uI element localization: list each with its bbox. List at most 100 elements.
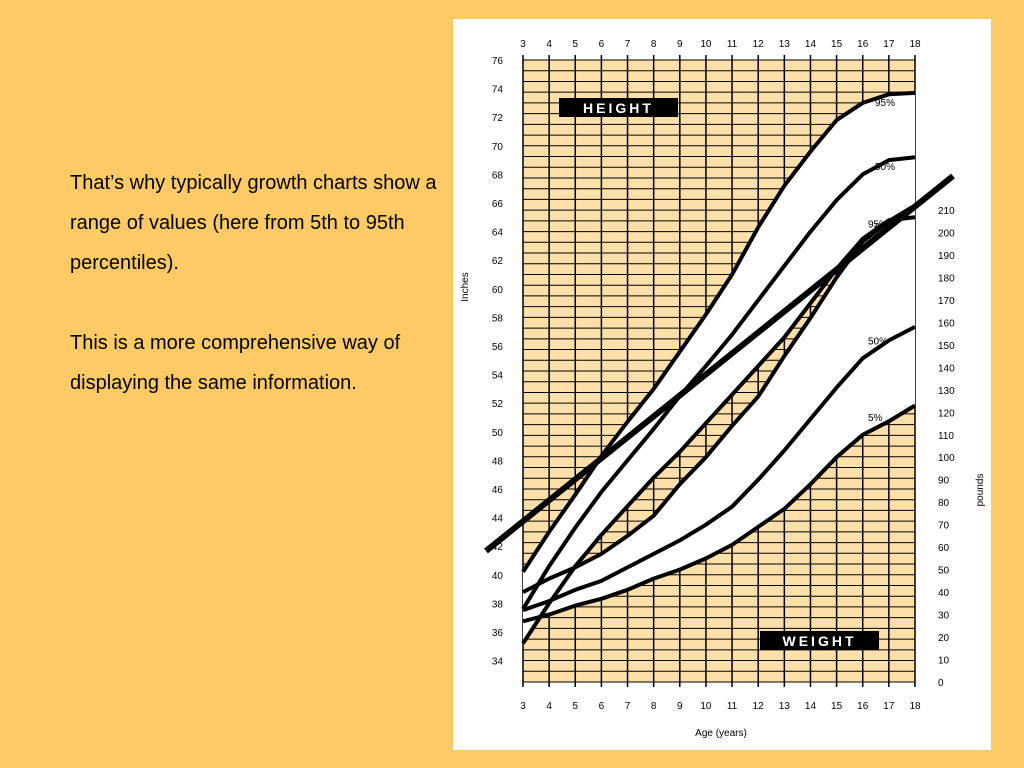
series-lines: 95%50%5%95%50%5% [484, 90, 955, 645]
weight-tick-label: 20 [938, 633, 950, 644]
x-tick-label-top: 10 [700, 39, 712, 50]
height-tick-label: 38 [492, 599, 504, 610]
height-series-label: 50% [875, 162, 895, 173]
height-tick-label: 36 [492, 628, 504, 639]
weight-tick-label: 100 [938, 453, 955, 464]
height-banner-text: HEIGHT [583, 100, 654, 116]
height-tick-label: 40 [492, 571, 504, 582]
height-banner: HEIGHT [559, 98, 678, 117]
x-tick-label-bottom: 11 [727, 701, 738, 712]
x-tick-label-top: 5 [572, 39, 578, 50]
height-tick-label: 70 [492, 142, 504, 153]
weight-tick-label: 160 [938, 318, 955, 329]
x-tick-label-top: 16 [857, 39, 869, 50]
x-tick-label-top: 8 [651, 39, 657, 50]
height-tick-label: 66 [492, 199, 504, 210]
weight-banner-text: WEIGHT [783, 633, 857, 649]
height-tick-label: 54 [492, 371, 504, 382]
x-tick-label-bottom: 5 [572, 701, 578, 712]
x-tick-label-top: 4 [546, 39, 552, 50]
x-tick-label-bottom: 4 [546, 701, 552, 712]
x-tick-label-top: 15 [831, 39, 843, 50]
x-tick-label-bottom: 18 [909, 701, 921, 712]
slide-text: That’s why typically growth charts show … [70, 163, 440, 443]
weight-tick-label: 180 [938, 273, 955, 284]
height-tick-label: 64 [492, 228, 504, 239]
weight-tick-label: 150 [938, 341, 955, 352]
y-axis-left-label: Inches [460, 272, 471, 301]
weight-tick-label: 210 [938, 206, 955, 217]
height-tick-label: 52 [492, 399, 504, 410]
height-tick-label: 42 [492, 542, 504, 553]
divider-line [484, 173, 955, 554]
weight-tick-label: 70 [938, 521, 950, 532]
x-tick-label-bottom: 15 [831, 701, 843, 712]
x-tick-label-bottom: 7 [625, 701, 631, 712]
height-tick-label: 76 [492, 56, 504, 67]
x-tick-label-top: 9 [677, 39, 683, 50]
x-tick-label-top: 7 [625, 39, 631, 50]
height-band-fill [523, 92, 915, 644]
weight-banner: WEIGHT [760, 631, 879, 650]
x-tick-label-top: 13 [779, 39, 791, 50]
weight-tick-label: 60 [938, 543, 950, 554]
weight-tick-label: 110 [938, 431, 954, 442]
weight-series-label: 95% [868, 219, 888, 230]
height-tick-label: 74 [492, 85, 504, 96]
weight-tick-label: 30 [938, 611, 950, 622]
height-series-line [521, 90, 916, 573]
weight-tick-label: 50 [938, 566, 950, 577]
weight-tick-label: 200 [938, 228, 955, 239]
weight-tick-label: 90 [938, 476, 950, 487]
x-tick-label-bottom: 6 [599, 701, 605, 712]
height-tick-label: 62 [492, 256, 504, 267]
slide-paragraph-2: This is a more comprehensive way of disp… [70, 332, 401, 394]
height-tick-label: 72 [492, 113, 504, 124]
weight-tick-label: 0 [938, 678, 944, 689]
y-axis-right-label: pounds [975, 474, 986, 507]
x-axis-label: Age (years) [695, 728, 747, 739]
x-tick-label-bottom: 9 [677, 701, 683, 712]
weight-tick-label: 170 [938, 296, 955, 307]
x-tick-label-bottom: 3 [520, 701, 526, 712]
x-tick-label-top: 6 [599, 39, 605, 50]
weight-tick-label: 120 [938, 408, 955, 419]
tick-labels: 3344556677889910101111121213131414151516… [492, 39, 955, 712]
x-tick-label-bottom: 13 [779, 701, 791, 712]
x-tick-label-bottom: 16 [857, 701, 869, 712]
weight-tick-label: 40 [938, 588, 950, 599]
growth-chart-card: 95% 50% 5% 95% 50% 5% 3 3 4 4 5 5 6 6 7 7 8 8 9 9 10 10 11 11 1… [453, 19, 991, 750]
weight-tick-label: 10 [938, 656, 950, 667]
x-tick-label-top: 12 [753, 39, 765, 50]
height-tick-label: 58 [492, 313, 504, 324]
weight-series-line [522, 325, 916, 612]
height-tick-label: 50 [492, 428, 504, 439]
height-tick-label: 48 [492, 456, 504, 467]
x-tick-label-top: 3 [520, 39, 526, 50]
weight-series-label: 5% [868, 413, 883, 424]
height-tick-label: 68 [492, 170, 504, 181]
x-tick-label-top: 18 [909, 39, 921, 50]
x-tick-label-bottom: 12 [753, 701, 765, 712]
x-tick-label-bottom: 17 [883, 701, 895, 712]
weight-tick-label: 130 [938, 386, 955, 397]
x-tick-label-bottom: 10 [700, 701, 712, 712]
height-tick-label: 34 [492, 657, 504, 668]
height-series-line [521, 155, 916, 611]
x-tick-label-bottom: 14 [805, 701, 817, 712]
slide-paragraph-1: That’s why typically growth charts show … [70, 172, 437, 274]
growth-chart: 95%50%5%95%50%5% 33445566778899101011111… [460, 39, 986, 739]
weight-series-label: 50% [868, 336, 888, 347]
weight-series-line [522, 403, 917, 624]
x-tick-label-top: 14 [805, 39, 817, 50]
height-series-label: 95% [875, 98, 895, 109]
height-tick-label: 44 [492, 514, 504, 525]
x-tick-label-top: 11 [727, 39, 738, 50]
x-tick-label-bottom: 8 [651, 701, 657, 712]
height-tick-label: 56 [492, 342, 504, 353]
weight-tick-label: 190 [938, 251, 955, 262]
height-tick-label: 46 [492, 485, 504, 496]
weight-tick-label: 80 [938, 498, 950, 509]
height-tick-label: 60 [492, 285, 504, 296]
x-tick-label-top: 17 [883, 39, 895, 50]
